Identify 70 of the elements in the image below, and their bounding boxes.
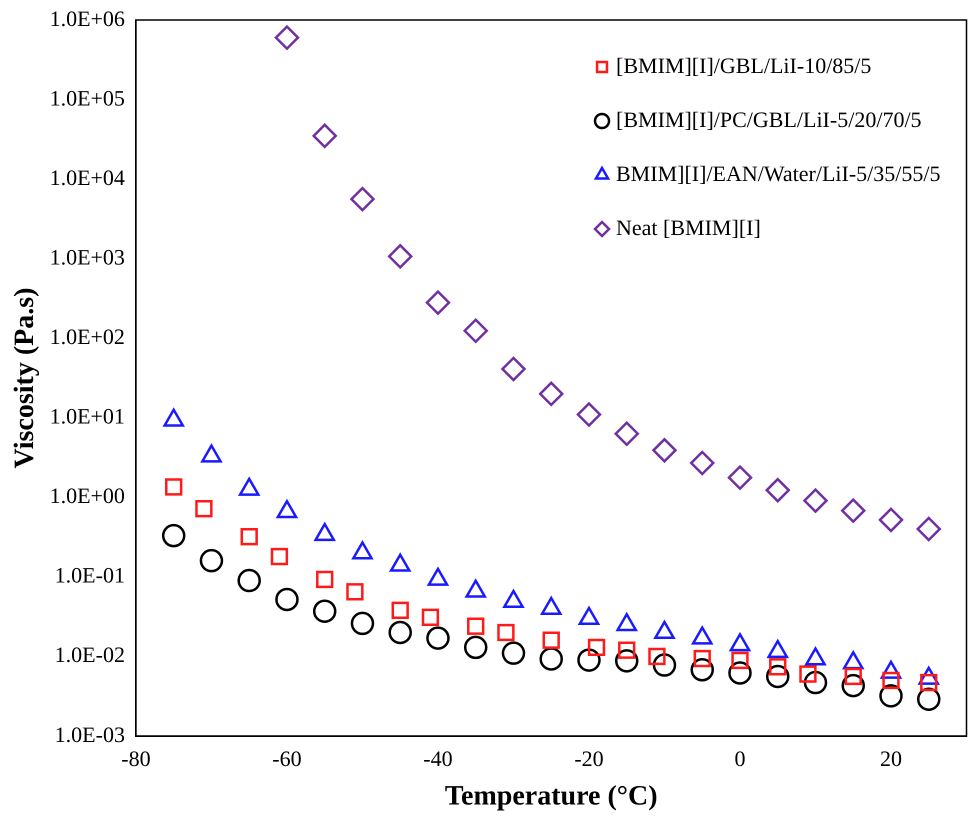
- point: [652, 438, 677, 463]
- point: [274, 25, 300, 50]
- point: [803, 488, 828, 513]
- point: [350, 612, 374, 636]
- point: [165, 478, 182, 496]
- y-tick-label: 1.0E+05: [50, 85, 125, 110]
- point: [388, 244, 412, 269]
- point: [467, 618, 484, 635]
- point: [312, 599, 336, 623]
- point: [804, 670, 828, 694]
- y-tick-label: 1.0E-02: [54, 642, 125, 668]
- legend-label: BMIM][I]/EAN/Water/LiI-5/35/55/5: [616, 160, 941, 186]
- y-tick-label: 1.0E+01: [50, 404, 125, 429]
- y-tick-label: 1.0E-03: [54, 722, 125, 747]
- x-tick-label: -20: [574, 746, 604, 771]
- x-axis-title: Temperature (°C): [444, 780, 658, 812]
- point: [538, 382, 564, 406]
- x-tick-label: 20: [880, 746, 902, 771]
- point: [312, 124, 337, 148]
- point: [388, 620, 412, 644]
- point: [576, 402, 602, 427]
- point: [464, 636, 488, 660]
- point: [346, 583, 364, 600]
- point: [422, 608, 440, 626]
- y-tick-label: 1.0E+00: [50, 483, 125, 508]
- legend-label: [BMIM][I]/PC/GBL/LiI-5/20/70/5: [616, 106, 922, 132]
- point: [316, 570, 334, 588]
- point: [270, 548, 288, 566]
- point: [502, 641, 526, 665]
- y-tick-label: 1.0E+04: [50, 164, 125, 190]
- point: [690, 450, 714, 476]
- x-tick-label: -60: [272, 746, 302, 771]
- point: [542, 632, 560, 649]
- point: [614, 421, 639, 446]
- point: [350, 186, 375, 212]
- point: [195, 500, 213, 518]
- y-axis-title: Viscosity (Pa.s): [9, 288, 40, 468]
- x-tick-label: -80: [121, 746, 151, 771]
- legend-label: Neat [BMIM][I]: [616, 214, 761, 240]
- point: [463, 318, 488, 344]
- point: [426, 290, 450, 315]
- y-tick-label: 1.0E+06: [50, 6, 125, 31]
- point: [618, 641, 636, 659]
- point: [588, 638, 606, 656]
- point: [878, 508, 904, 532]
- point: [840, 498, 866, 523]
- point: [392, 602, 409, 619]
- point: [882, 672, 900, 690]
- x-tick-label: 0: [734, 746, 746, 771]
- point: [652, 653, 676, 677]
- point: [200, 548, 224, 572]
- legend-label: [BMIM][I]/GBL/LiI-10/85/5: [616, 52, 872, 78]
- y-tick-label: 1.0E+03: [50, 244, 125, 270]
- point: [426, 626, 450, 650]
- y-tick-label: 1.0E+02: [50, 324, 125, 350]
- point: [275, 588, 299, 612]
- y-tick-label: 1.0E-01: [54, 562, 125, 588]
- point: [769, 658, 786, 676]
- point: [765, 478, 790, 502]
- point: [237, 568, 261, 592]
- point: [162, 524, 186, 548]
- point: [916, 516, 941, 542]
- point: [501, 356, 526, 382]
- point: [577, 648, 601, 672]
- point: [497, 624, 515, 642]
- point: [731, 652, 749, 670]
- x-tick-label: -40: [423, 746, 453, 771]
- point: [694, 650, 711, 668]
- point: [728, 465, 752, 490]
- point: [240, 528, 258, 546]
